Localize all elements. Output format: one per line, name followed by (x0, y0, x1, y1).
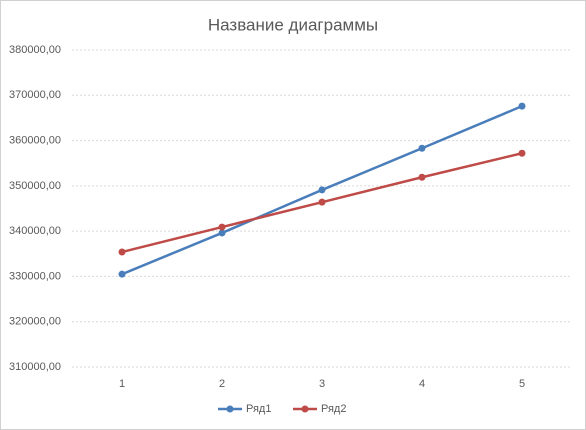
data-point (518, 102, 526, 110)
y-tick-label: 330000,00 (9, 270, 61, 282)
data-point (118, 248, 126, 256)
y-tick-label: 350000,00 (9, 180, 61, 192)
chart-title: Название диаграммы (208, 15, 378, 34)
legend-marker (301, 405, 309, 413)
y-tick-label: 380000,00 (9, 44, 61, 56)
y-tick-label: 310000,00 (9, 361, 61, 373)
data-point (518, 149, 526, 157)
legend-label: Ряд1 (246, 403, 271, 415)
data-point (318, 186, 326, 194)
x-tick-label: 2 (219, 378, 225, 390)
data-point (218, 223, 226, 231)
x-tick-label: 4 (419, 378, 425, 390)
data-point (218, 229, 226, 237)
x-tick-label: 3 (319, 378, 325, 390)
data-point (318, 198, 326, 206)
data-point (418, 144, 426, 152)
x-tick-label: 1 (119, 378, 125, 390)
y-tick-label: 320000,00 (9, 316, 61, 328)
data-point (118, 270, 126, 278)
y-tick-label: 360000,00 (9, 134, 61, 146)
y-tick-label: 340000,00 (9, 225, 61, 237)
x-tick-label: 5 (519, 378, 525, 390)
data-point (418, 173, 426, 181)
y-tick-label: 370000,00 (9, 89, 61, 101)
legend-label: Ряд2 (321, 403, 346, 415)
legend-marker (226, 405, 234, 413)
